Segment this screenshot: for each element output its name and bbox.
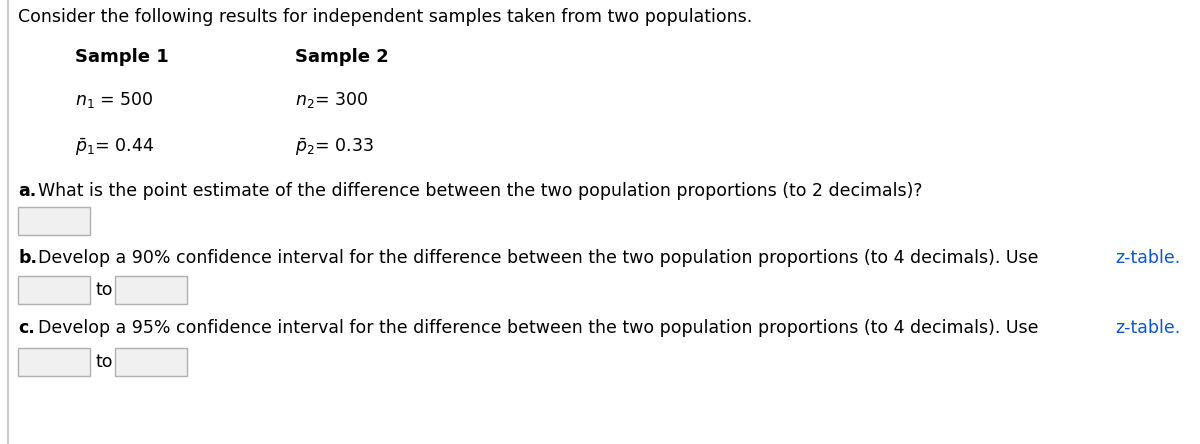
Text: $n_2$= 300: $n_2$= 300 bbox=[295, 90, 368, 110]
Text: a.: a. bbox=[18, 182, 36, 200]
FancyBboxPatch shape bbox=[18, 207, 90, 235]
FancyBboxPatch shape bbox=[18, 276, 90, 304]
Text: Develop a 95% confidence interval for the difference between the two population : Develop a 95% confidence interval for th… bbox=[38, 319, 1044, 337]
Text: $\bar{p}_2$= 0.33: $\bar{p}_2$= 0.33 bbox=[295, 136, 374, 158]
Text: Sample 1: Sample 1 bbox=[74, 48, 169, 66]
Text: Sample 2: Sample 2 bbox=[295, 48, 389, 66]
FancyBboxPatch shape bbox=[18, 348, 90, 376]
FancyBboxPatch shape bbox=[115, 348, 187, 376]
Text: to: to bbox=[96, 281, 114, 299]
Text: Develop a 90% confidence interval for the difference between the two population : Develop a 90% confidence interval for th… bbox=[38, 249, 1044, 267]
Text: to: to bbox=[96, 353, 114, 371]
Text: b.: b. bbox=[18, 249, 37, 267]
Text: Consider the following results for independent samples taken from two population: Consider the following results for indep… bbox=[18, 8, 752, 26]
Text: $n_1$ = 500: $n_1$ = 500 bbox=[74, 90, 154, 110]
FancyBboxPatch shape bbox=[115, 276, 187, 304]
Text: c.: c. bbox=[18, 319, 35, 337]
Text: $\bar{p}_1$= 0.44: $\bar{p}_1$= 0.44 bbox=[74, 136, 154, 158]
Text: What is the point estimate of the difference between the two population proporti: What is the point estimate of the differ… bbox=[38, 182, 923, 200]
Text: z-table.: z-table. bbox=[1115, 319, 1181, 337]
Text: z-table.: z-table. bbox=[1115, 249, 1181, 267]
